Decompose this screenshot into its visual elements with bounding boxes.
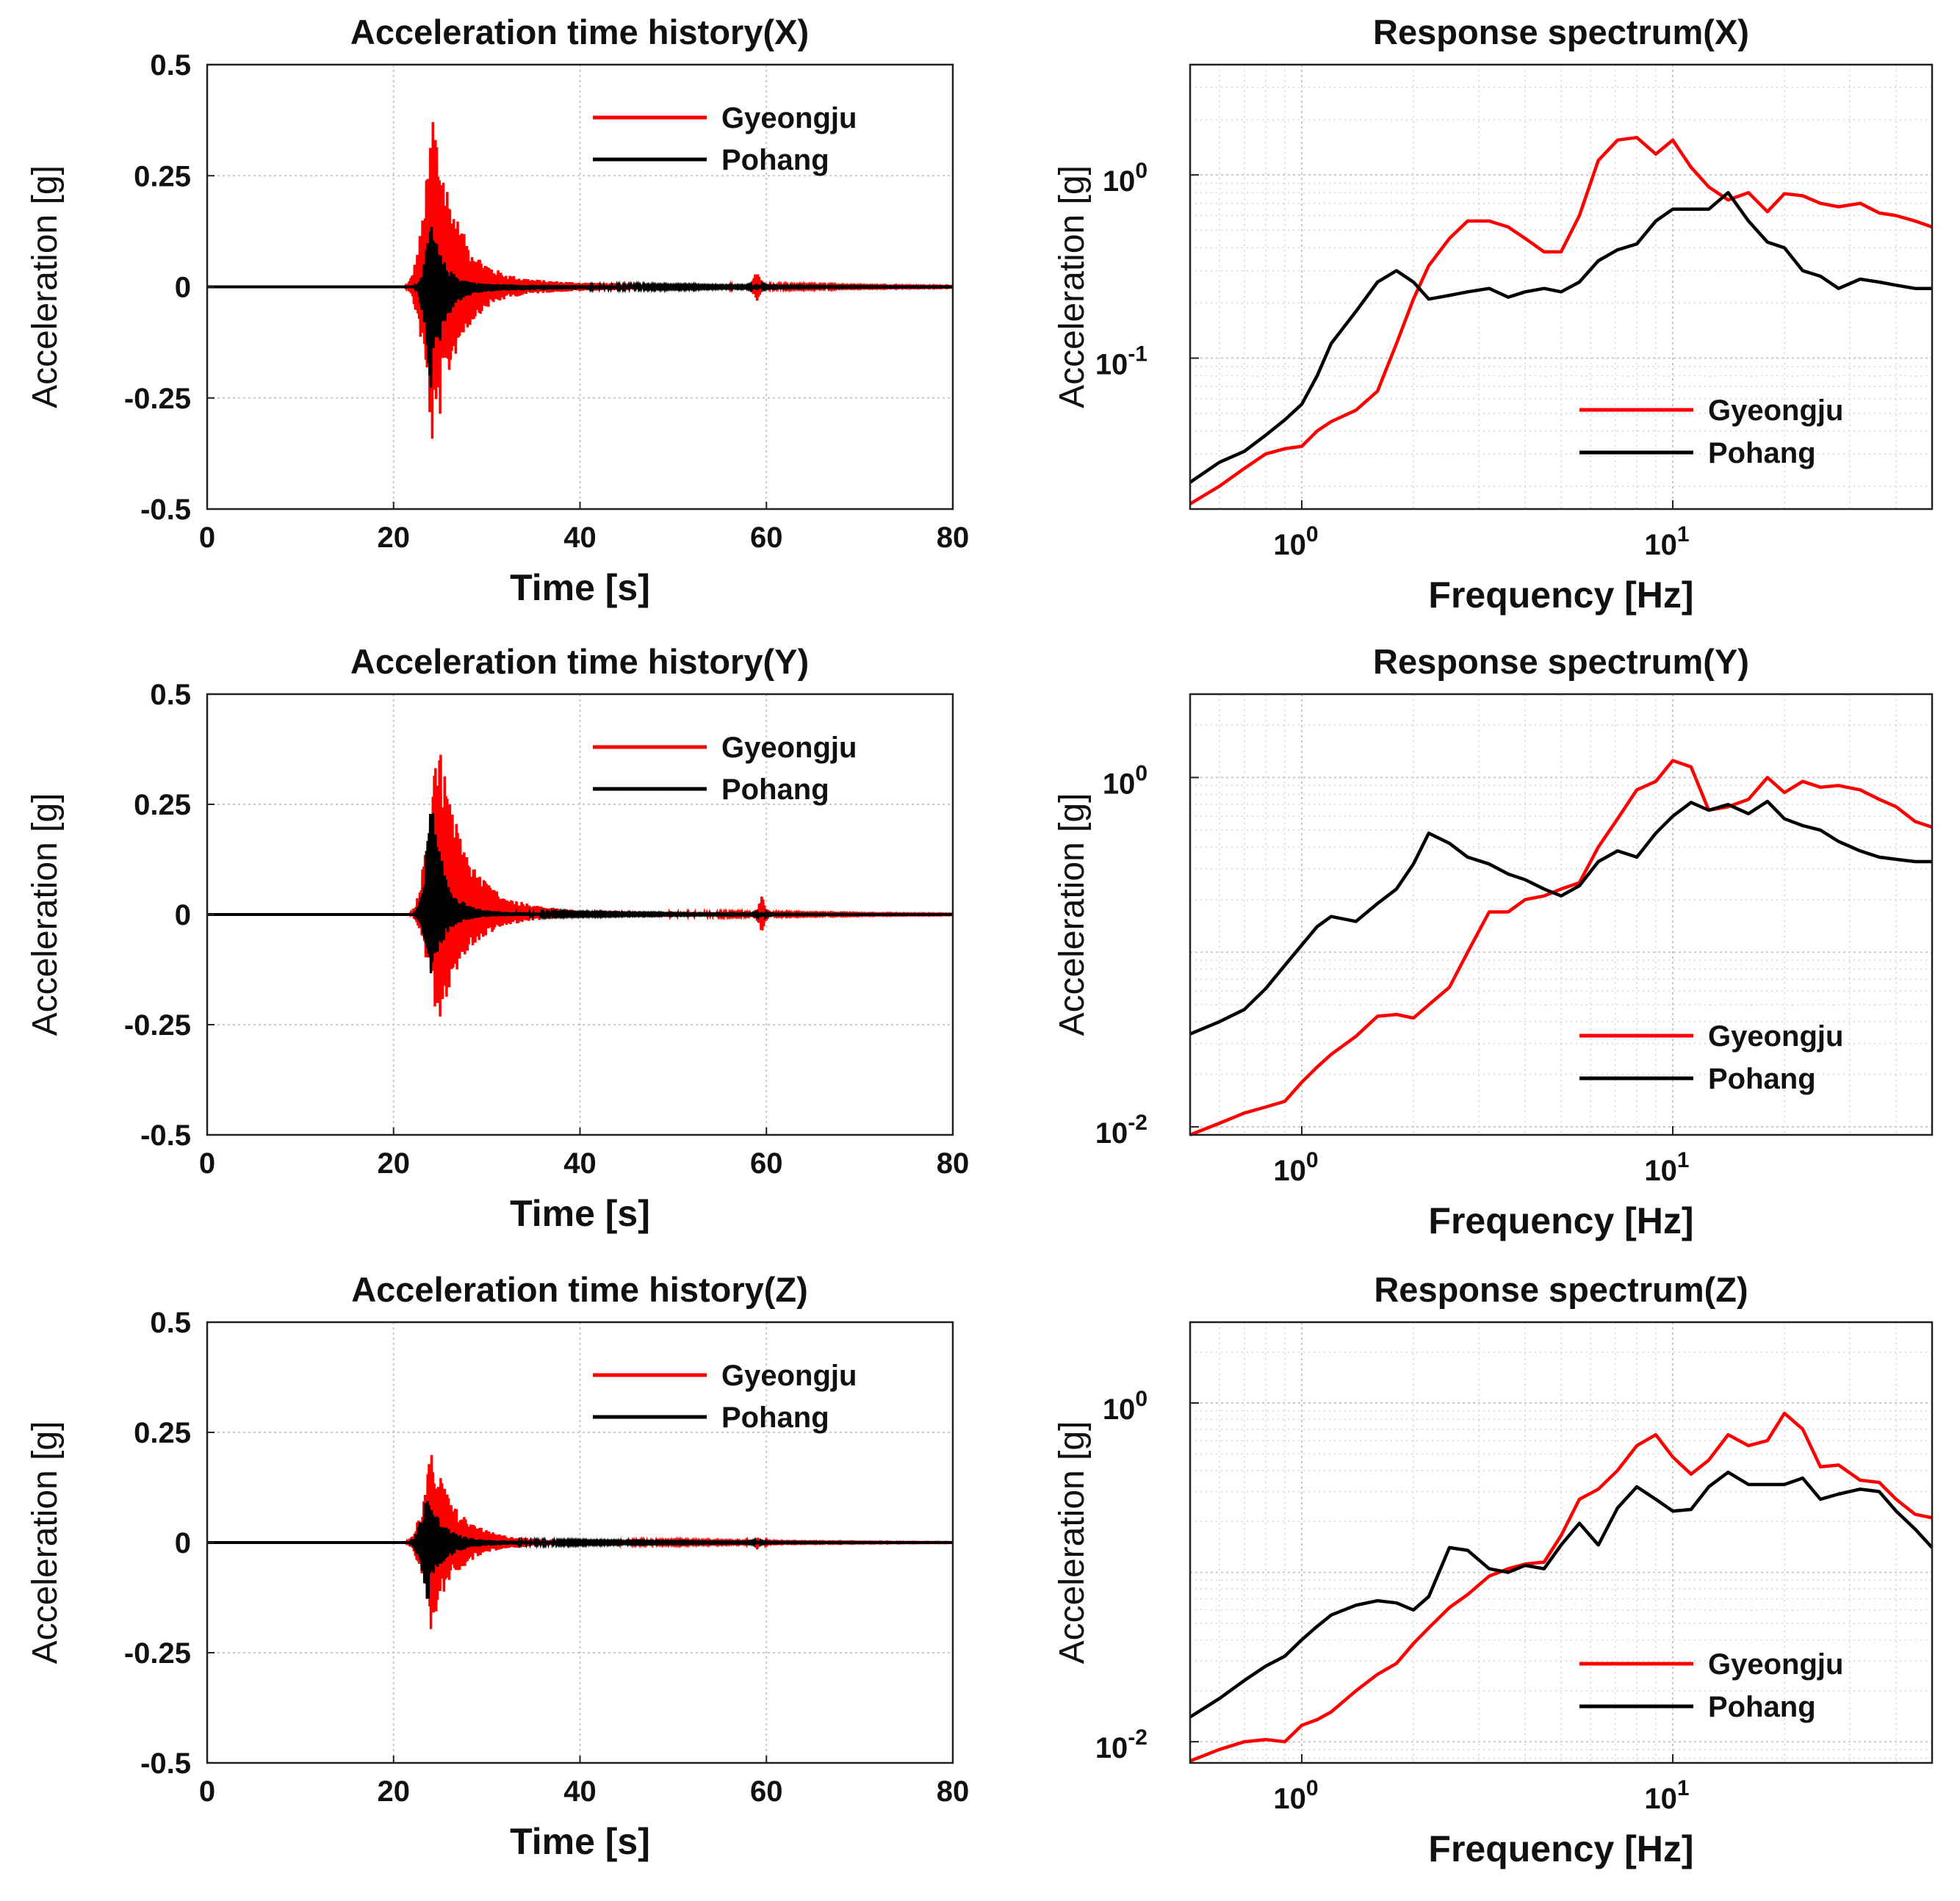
y-tick-label: 100 xyxy=(1103,1387,1147,1426)
chart-title: Response spectrum(Y) xyxy=(1373,642,1749,681)
chart-title: Acceleration time history(Z) xyxy=(351,1270,808,1309)
legend-label: Gyeongju xyxy=(721,732,857,764)
x-tick-label: 80 xyxy=(937,1775,970,1808)
x-tick-label: 20 xyxy=(378,1147,411,1180)
y-axis-label: Acceleration [g] xyxy=(26,793,65,1036)
x-tick-label: 0 xyxy=(199,1147,215,1180)
y-tick-label: -0.5 xyxy=(140,1747,191,1780)
x-axis-label: Time [s] xyxy=(510,567,650,608)
chart-title: Acceleration time history(X) xyxy=(350,12,809,51)
x-tick-label: 100 xyxy=(1273,522,1318,561)
x-tick-label: 60 xyxy=(750,522,783,554)
x-tick-label: 100 xyxy=(1273,1776,1318,1815)
y-tick-label: 0.5 xyxy=(150,1307,191,1339)
y-tick-label: -0.25 xyxy=(124,1009,191,1042)
chart-title: Acceleration time history(Y) xyxy=(350,642,809,681)
panel-th-y: Acceleration time history(Y) 0 20 40 60 80 -0… xyxy=(26,642,969,1234)
legend-label: Pohang xyxy=(1708,1691,1816,1723)
y-tick-label: 0.25 xyxy=(134,1417,191,1449)
legend-label: Gyeongju xyxy=(721,102,857,134)
x-tick-label: 20 xyxy=(378,1775,411,1808)
x-tick-label: 0 xyxy=(199,522,215,554)
panel-th-z: Acceleration time history(Z) 0 20 40 60 80 -0… xyxy=(26,1270,969,1862)
y-axis-label: Acceleration [g] xyxy=(1053,1421,1092,1664)
series-line-pohang xyxy=(1189,799,1932,1036)
plot-frame xyxy=(1189,693,1934,1136)
x-tick-label: 101 xyxy=(1644,1776,1689,1815)
legend-label: Gyeongju xyxy=(1708,1020,1843,1053)
legend-label: Pohang xyxy=(721,144,829,176)
x-tick-label: 100 xyxy=(1273,1148,1318,1187)
y-tick-label: 0 xyxy=(175,272,191,304)
legend-label: Pohang xyxy=(1708,437,1816,469)
legend-label: Pohang xyxy=(721,1402,829,1434)
panel-rs-z: Response spectrum(Z) 100 101 10-2 100 Freque… xyxy=(1053,1270,1934,1869)
y-tick-label: -0.5 xyxy=(140,1119,191,1152)
x-tick-label: 101 xyxy=(1644,522,1689,561)
plot-frame xyxy=(1189,63,1934,511)
series-line-gyeongju xyxy=(1189,759,1933,1137)
x-tick-label: 60 xyxy=(750,1775,783,1808)
y-tick-label: 0.25 xyxy=(134,789,191,821)
y-tick-label: 0 xyxy=(175,899,191,931)
y-tick-label: 10-2 xyxy=(1095,1111,1147,1150)
x-tick-label: 80 xyxy=(937,1147,970,1180)
x-axis-label: Time [s] xyxy=(510,1821,650,1862)
series-line-pohang xyxy=(1189,1471,1934,1719)
x-tick-label: 20 xyxy=(378,522,411,554)
x-axis-label: Frequency [Hz] xyxy=(1428,1200,1693,1241)
legend-label: Pohang xyxy=(721,773,829,806)
y-tick-label: -0.25 xyxy=(124,1637,191,1670)
y-tick-label: 10-1 xyxy=(1095,342,1147,381)
y-axis-label: Acceleration [g] xyxy=(1053,165,1092,408)
chart-title: Response spectrum(X) xyxy=(1373,12,1749,51)
y-tick-label: -0.25 xyxy=(124,383,191,415)
series-line-gyeongju xyxy=(1189,1411,1933,1763)
plot-frame xyxy=(1189,1321,1934,1764)
legend-label: Gyeongju xyxy=(1708,1648,1843,1681)
y-axis-label: Acceleration [g] xyxy=(26,1421,65,1664)
x-tick-label: 101 xyxy=(1644,1148,1689,1187)
x-tick-label: 60 xyxy=(750,1147,783,1180)
x-tick-label: 40 xyxy=(563,522,597,554)
y-tick-label: -0.5 xyxy=(140,494,191,526)
x-axis-label: Frequency [Hz] xyxy=(1428,1828,1693,1869)
x-axis-label: Frequency [Hz] xyxy=(1428,574,1693,616)
y-tick-label: 0.25 xyxy=(134,160,191,192)
legend-label: Gyeongju xyxy=(1708,394,1843,427)
x-tick-label: 80 xyxy=(937,522,970,554)
x-tick-label: 40 xyxy=(563,1775,597,1808)
x-axis-label: Time [s] xyxy=(510,1193,650,1234)
panel-th-x: Acceleration time history(X) 0 20 40 60 80 -0… xyxy=(26,12,969,608)
legend-label: Gyeongju xyxy=(721,1360,857,1392)
y-tick-label: 10-2 xyxy=(1095,1725,1147,1764)
y-tick-label: 0.5 xyxy=(150,49,191,82)
x-tick-label: 40 xyxy=(563,1147,597,1180)
y-axis-label: Acceleration [g] xyxy=(1053,793,1092,1036)
series-line-gyeongju xyxy=(1189,135,1933,505)
plot-area xyxy=(1190,694,1932,1135)
y-tick-label: 100 xyxy=(1103,159,1147,198)
panel-rs-x: Response spectrum(X) 100 101 10-1 100 Freque… xyxy=(1053,12,1934,616)
y-tick-label: 0 xyxy=(175,1527,191,1559)
y-tick-label: 100 xyxy=(1103,761,1147,800)
panel-rs-y: Response spectrum(Y) 100 101 10-2 100 Freque… xyxy=(1053,642,1934,1241)
chart-title: Response spectrum(Z) xyxy=(1374,1270,1748,1309)
y-axis-label: Acceleration [g] xyxy=(26,165,65,408)
y-tick-label: 0.5 xyxy=(150,679,191,711)
series-line-pohang xyxy=(1189,191,1932,484)
x-tick-label: 0 xyxy=(199,1775,215,1808)
legend-label: Pohang xyxy=(1708,1063,1816,1095)
